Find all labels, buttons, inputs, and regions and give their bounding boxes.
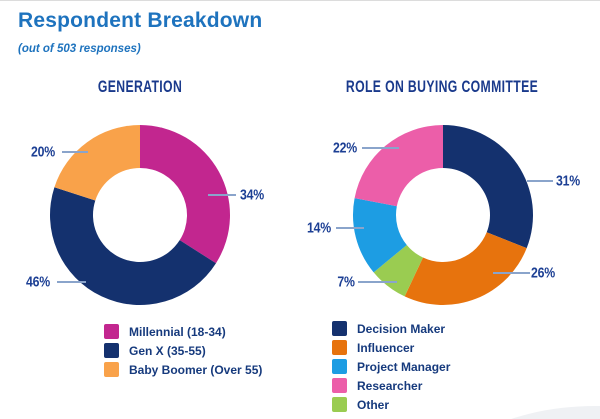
legend-swatch (104, 324, 119, 339)
slice-percent-label: 46% (26, 273, 50, 291)
donut-chart-role: 31% 26% 14% 22% 7% (300, 101, 600, 323)
donut-slice (404, 232, 527, 305)
label-connector-line (62, 151, 88, 153)
legend-item: Researcher (332, 376, 450, 395)
legend-swatch (332, 321, 347, 336)
slice-percent-label: 22% (333, 139, 357, 157)
donut-slice (140, 125, 230, 264)
label-connector-line (527, 180, 553, 182)
legend-label: Project Manager (357, 359, 451, 374)
legend-swatch (332, 359, 347, 374)
donut-svg (353, 125, 533, 305)
legend-item: Baby Boomer (Over 55) (104, 360, 262, 379)
label-connector-line (336, 227, 364, 229)
label-connector-line (208, 194, 236, 196)
legend-label: Gen X (35-55) (129, 343, 206, 358)
legend-item: Other (332, 395, 450, 414)
legend-generation: Millennial (18-34) Gen X (35-55) Baby Boom… (104, 322, 262, 379)
chart-title-role: ROLE ON BUYING COMMITTEE (345, 77, 539, 96)
label-connector-line (358, 281, 397, 283)
legend-swatch (104, 343, 119, 358)
legend-item: Influencer (332, 338, 450, 357)
donut-chart-generation: 34% 46% 20% (0, 101, 300, 323)
legend-label: Decision Maker (357, 321, 446, 336)
legend-swatch (332, 340, 347, 355)
legend-label: Influencer (357, 340, 415, 355)
legend-role: Decision Maker Influencer Project Manager R… (332, 319, 450, 414)
slice-percent-label: 20% (31, 143, 55, 161)
legend-label: Other (357, 397, 390, 412)
donut-slice (54, 125, 140, 201)
donut-slice (353, 198, 407, 273)
legend-item: Gen X (35-55) (104, 341, 262, 360)
page-subtitle: (out of 503 responses) (18, 43, 141, 55)
label-connector-line (362, 147, 399, 149)
donut-svg (50, 125, 230, 305)
label-connector-line (493, 272, 530, 274)
slice-percent-label: 26% (531, 264, 555, 282)
slice-percent-label: 14% (307, 219, 331, 237)
legend-label: Millennial (18-34) (129, 324, 226, 339)
slice-percent-label: 31% (556, 172, 580, 190)
legend-swatch (332, 397, 347, 412)
donut-slice (373, 244, 423, 297)
legend-label: Researcher (357, 378, 423, 393)
slice-percent-label: 34% (240, 186, 264, 204)
legend-item: Project Manager (332, 357, 450, 376)
legend-item: Millennial (18-34) (104, 322, 262, 341)
legend-swatch (332, 378, 347, 393)
label-connector-line (57, 281, 86, 283)
corner-decoration (425, 406, 600, 419)
chart-title-generation: GENERATION (97, 77, 183, 96)
donut-slice (50, 187, 216, 305)
legend-item: Decision Maker (332, 319, 450, 338)
donut-slice (354, 125, 443, 207)
donut-slice (443, 125, 533, 249)
legend-swatch (104, 362, 119, 377)
slice-percent-label: 7% (337, 273, 355, 291)
page-title: Respondent Breakdown (18, 9, 263, 32)
legend-label: Baby Boomer (Over 55) (129, 362, 263, 377)
